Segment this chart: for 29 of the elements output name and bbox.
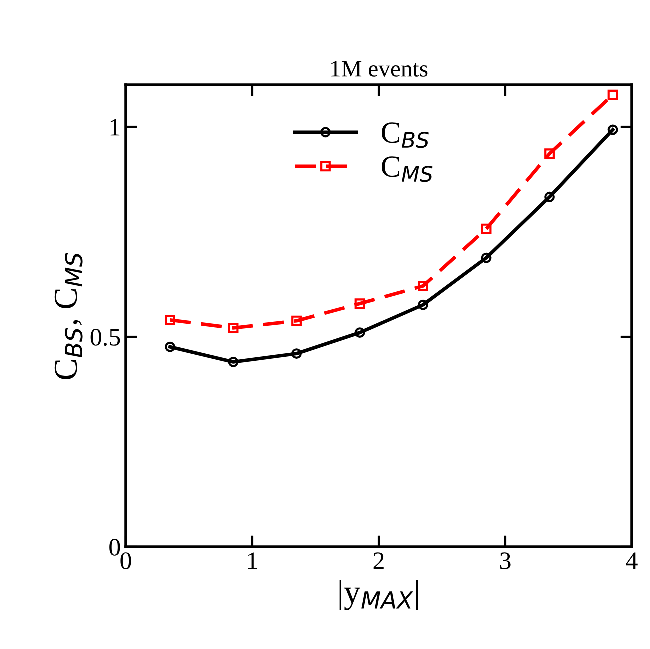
point [228, 322, 239, 334]
y-axis-title: C$_{BS}$, C$_{MS}$ [54, 253, 83, 380]
point [354, 328, 366, 338]
x-tick-label: 4 [626, 552, 638, 570]
point [481, 224, 492, 234]
y-tick-label: 0 [110, 539, 120, 556]
legend-label: C$_{BS}$ [382, 122, 429, 148]
x-tick-label: 0 [120, 552, 132, 570]
x-tick-label: 2 [374, 552, 384, 570]
point [292, 316, 302, 326]
y-tick-label: 0.5 [90, 329, 120, 346]
chart-title: 1M events [332, 61, 428, 77]
point [165, 314, 176, 326]
point [544, 192, 555, 202]
point [228, 356, 239, 368]
point [481, 252, 492, 264]
x-tick-label: 1 [248, 552, 258, 570]
point [418, 300, 428, 310]
point [354, 298, 366, 310]
legend-label: C$_{MS}$ [382, 156, 433, 182]
point [165, 342, 176, 352]
x-axis-title: |y$_{MAX}$| [340, 580, 418, 610]
x-tick-label: 3 [500, 552, 511, 570]
point [608, 90, 618, 100]
point [544, 148, 555, 160]
y-tick-label: 1 [110, 119, 120, 136]
point [608, 124, 618, 136]
point [418, 280, 428, 292]
point [292, 348, 302, 360]
